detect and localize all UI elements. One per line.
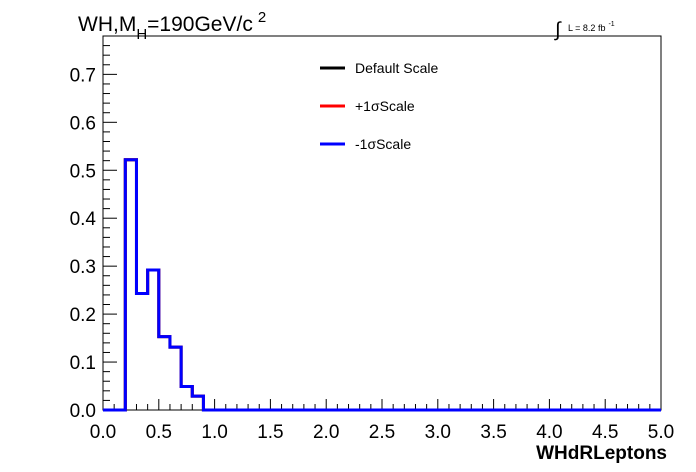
lumi-superscript: -1 [608, 21, 614, 28]
legend-label: -1σScale [355, 136, 411, 152]
lumi-integral: ∫ [554, 19, 562, 41]
y-tick-label: 0.4 [70, 209, 97, 230]
legend-label: Default Scale [355, 60, 438, 76]
series-line [103, 158, 661, 412]
x-tick-label: 0.5 [146, 422, 172, 443]
x-tick-label: 3.0 [425, 422, 451, 443]
x-tick-label: 1.5 [257, 422, 283, 443]
x-tick-label: 2.5 [369, 422, 395, 443]
x-tick-label: 1.0 [201, 422, 227, 443]
x-tick-label: 4.0 [536, 422, 562, 443]
plot-frame [102, 35, 662, 411]
series-group [103, 158, 661, 412]
y-tick-label: 0.6 [70, 113, 96, 134]
y-tick-label: 0.7 [70, 65, 96, 86]
x-tick-label: 5.0 [648, 422, 674, 443]
y-tick-label: 0.1 [70, 353, 96, 374]
y-tick-label: 0.0 [70, 401, 96, 422]
series-line [103, 158, 661, 412]
x-tick-label: 2.0 [313, 422, 339, 443]
title-superscript: 2 [258, 9, 266, 26]
x-tick-label: 0.0 [90, 422, 116, 443]
y-tick-label: 0.5 [70, 161, 96, 182]
axis-ticks [102, 35, 662, 411]
x-tick-labels: 0.0 0.5 1.0 1.5 2.0 2.5 3.0 3.5 4.0 4.5 5.0 [90, 422, 674, 443]
x-axis-label: WHdRLeptons [536, 443, 667, 464]
chart-title: WH,MH=190GeV/c 2 [78, 9, 266, 43]
lumi-label: L = 8.2 fb -1 [568, 21, 615, 33]
y-tick-label: 0.2 [70, 305, 96, 326]
title-subscript: H [136, 26, 147, 43]
title-rest: =190GeV/c [147, 13, 253, 36]
x-tick-label: 3.5 [480, 422, 506, 443]
series-line [103, 158, 661, 412]
y-tick-labels: 0.0 0.1 0.2 0.3 0.4 0.5 0.6 0.7 [70, 65, 97, 422]
y-tick-label: 0.3 [70, 257, 96, 278]
legend-label: +1σScale [355, 98, 415, 114]
x-tick-label: 4.5 [592, 422, 618, 443]
title-main: WH,M [78, 13, 136, 36]
legend: Default Scale +1σScale -1σScale [320, 60, 438, 152]
lumi-text: L = 8.2 fb [568, 23, 605, 33]
